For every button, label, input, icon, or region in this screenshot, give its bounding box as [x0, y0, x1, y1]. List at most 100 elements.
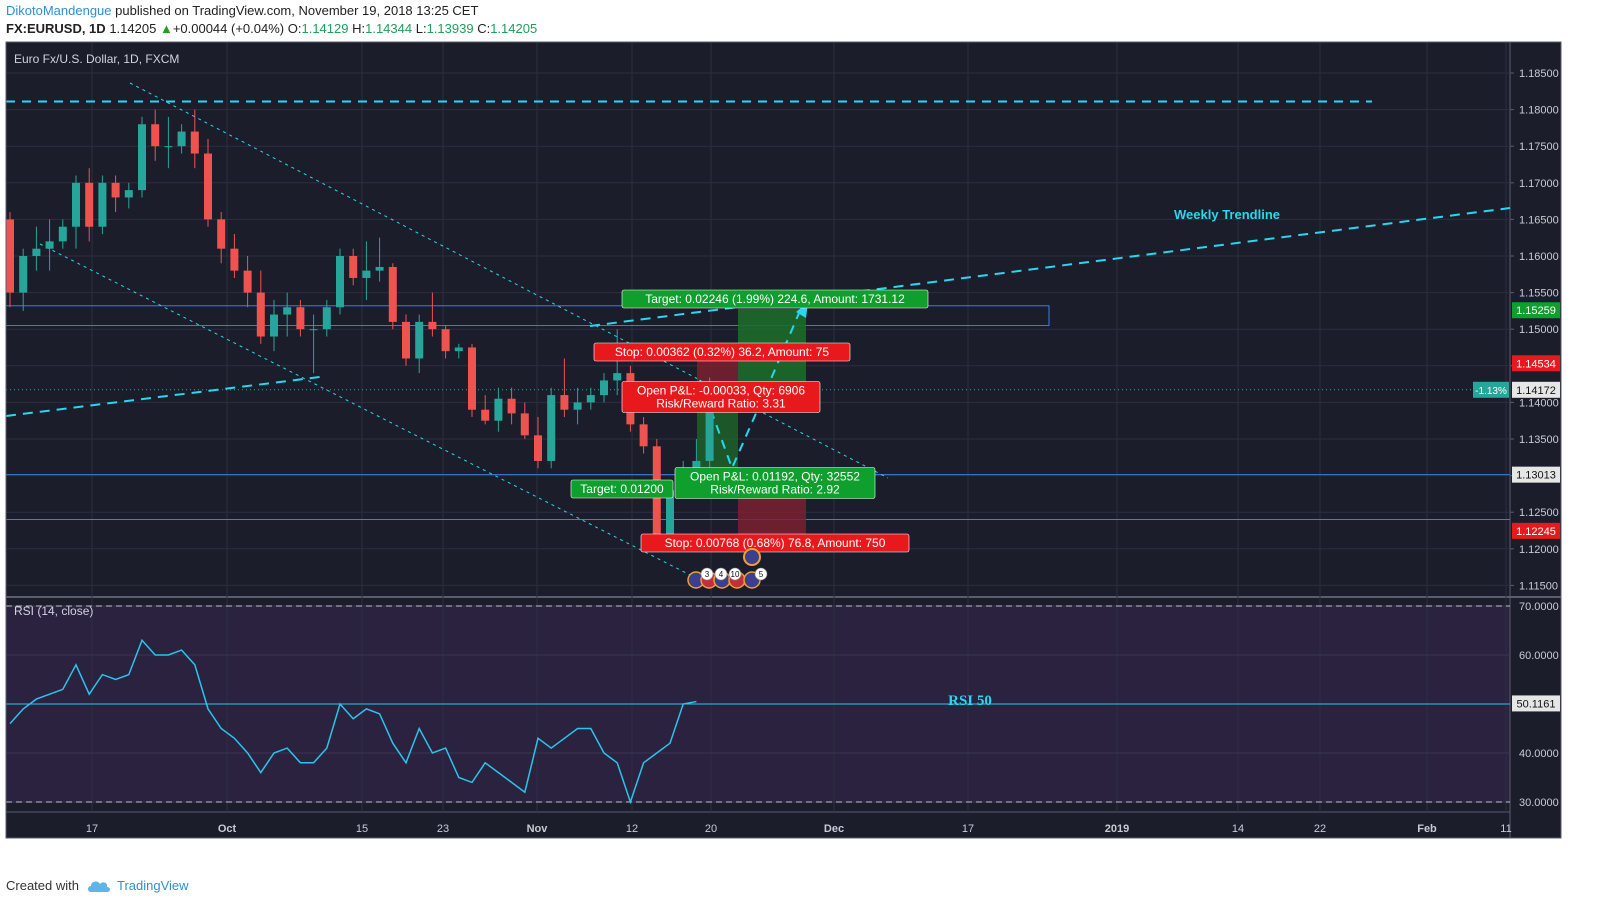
- event-count: 10: [731, 570, 740, 579]
- rsi-tick-label: 60.0000: [1519, 650, 1559, 662]
- published-text: published on TradingView.com, November 1…: [115, 3, 479, 18]
- x-tick-label: 15: [356, 823, 368, 835]
- candle-up: [45, 241, 54, 249]
- high-value: 1.14344: [365, 21, 413, 36]
- up-arrow-icon: ▲: [159, 21, 173, 36]
- created-with-text: Created with: [6, 878, 79, 893]
- y-tick-label: 1.17500: [1519, 141, 1559, 153]
- candle-down: [468, 347, 476, 410]
- candle-up: [705, 387, 714, 461]
- rsi-value-tag: 50.1161: [1517, 698, 1556, 710]
- low-value: 1.13939: [426, 21, 474, 36]
- candle-down: [151, 124, 160, 147]
- pnl-label-short: Risk/Reward Ratio: 3.31: [656, 397, 786, 411]
- candle-down: [256, 292, 265, 337]
- author-link[interactable]: DikotoMandengue: [6, 3, 112, 18]
- publish-info: DikotoMandengue published on TradingView…: [6, 3, 478, 18]
- y-tick-label: 1.16000: [1519, 251, 1559, 263]
- candle-up: [613, 373, 622, 381]
- x-tick-label: 22: [1314, 823, 1326, 835]
- x-tick-label: 20: [705, 823, 717, 835]
- symbol-info: FX:EURUSD, 1D 1.14205 ▲+0.00044 (+0.04%)…: [6, 21, 537, 36]
- channel-upper-line: [129, 82, 889, 479]
- flag-eu-icon: [743, 548, 761, 566]
- price-tag-box: [1512, 381, 1560, 398]
- candle-up: [415, 321, 424, 359]
- candle-up: [124, 190, 133, 198]
- candle-down: [507, 398, 516, 414]
- candle-down: [6, 219, 14, 293]
- price-change: +0.00044 (+0.04%): [172, 21, 285, 36]
- y-tick-label: 1.16500: [1519, 214, 1559, 226]
- y-tick-label: 1.18500: [1519, 68, 1559, 80]
- x-tick-label: Feb: [1417, 823, 1437, 835]
- candle-up: [586, 395, 595, 403]
- pnl-label-long: Open P&L: 0.01192, Qty: 32552: [690, 470, 860, 484]
- rsi-tick-label: 30.0000: [1519, 797, 1559, 809]
- candle-down: [296, 307, 305, 330]
- candle-up: [454, 347, 463, 352]
- target-label-long-box: [570, 479, 674, 499]
- rsi-line: [9, 638, 697, 805]
- y-tick-label: 1.15000: [1519, 324, 1559, 336]
- candle-up: [283, 307, 292, 315]
- candle-up: [58, 226, 67, 242]
- x-tick-label: 12: [626, 823, 638, 835]
- candle-up: [322, 307, 331, 330]
- close-value: 1.14205: [490, 21, 538, 36]
- y-tick-label: 1.11500: [1519, 580, 1558, 592]
- footer: Created with TradingView: [6, 878, 189, 893]
- tradingview-cloud-icon: [87, 881, 110, 892]
- candle-up: [494, 398, 503, 421]
- y-tick-label: 1.17000: [1519, 178, 1559, 190]
- time-axis: [6, 812, 1510, 838]
- pnl-label-long: Risk/Reward Ratio: 2.92: [710, 483, 840, 497]
- y-tick-label: 1.12500: [1519, 507, 1559, 519]
- x-tick-label: 17: [962, 823, 974, 835]
- low-label: L:: [415, 21, 427, 36]
- rsi-tick-label: 70.0000: [1519, 601, 1559, 613]
- price-tag: 1.12245: [1516, 526, 1556, 538]
- stop-label-long: Stop: 0.00768 (0.68%) 76.8, Amount: 750: [665, 536, 886, 550]
- open-label: O:: [287, 21, 302, 36]
- event-count-badge: [728, 567, 742, 581]
- target-label-short-box: [621, 289, 929, 309]
- x-tick-label: Oct: [218, 823, 237, 835]
- y-tick-label: 1.18000: [1519, 105, 1559, 117]
- candle-up: [98, 182, 107, 227]
- candle-down: [204, 153, 212, 220]
- x-tick-label: 11: [1500, 823, 1511, 835]
- symbol-name: FX:EURUSD, 1D: [6, 21, 106, 36]
- candle-up: [19, 256, 28, 293]
- rsi-50-label: RSI 50: [948, 693, 992, 709]
- candle-down: [85, 182, 94, 227]
- event-count: 3: [705, 570, 710, 579]
- candle-down: [349, 256, 358, 278]
- chart-title: Euro Fx/U.S. Dollar, 1D, FXCM: [14, 52, 179, 66]
- tradingview-link[interactable]: TradingView: [116, 878, 189, 893]
- event-count-badge: [700, 567, 714, 581]
- candle-up: [375, 266, 384, 271]
- candle-up: [309, 329, 318, 331]
- candle-down: [534, 435, 542, 461]
- x-tick-label: 17: [86, 823, 98, 835]
- rsi-tick-label: 40.0000: [1519, 748, 1559, 760]
- x-tick-label: Nov: [527, 823, 549, 835]
- x-tick-label: 14: [1232, 823, 1244, 835]
- event-count: 4: [719, 570, 724, 579]
- y-tick-label: 1.13500: [1519, 434, 1559, 446]
- pct-change-label: -1.13%: [1475, 386, 1507, 397]
- y-tick-label: 1.14000: [1519, 397, 1559, 409]
- pnl-label-short-box: [621, 381, 821, 413]
- candle-down: [428, 321, 437, 330]
- target-label-long: Target: 0.01200: [580, 482, 664, 496]
- price-tag-box: [1512, 522, 1560, 539]
- candle-down: [560, 395, 569, 410]
- candle-down: [441, 329, 450, 352]
- chart-border: [5, 41, 1562, 839]
- trendline-left: [5, 376, 321, 417]
- event-count-badge: [754, 567, 768, 581]
- price-tag-box: [1512, 466, 1560, 483]
- candle-up: [32, 248, 41, 256]
